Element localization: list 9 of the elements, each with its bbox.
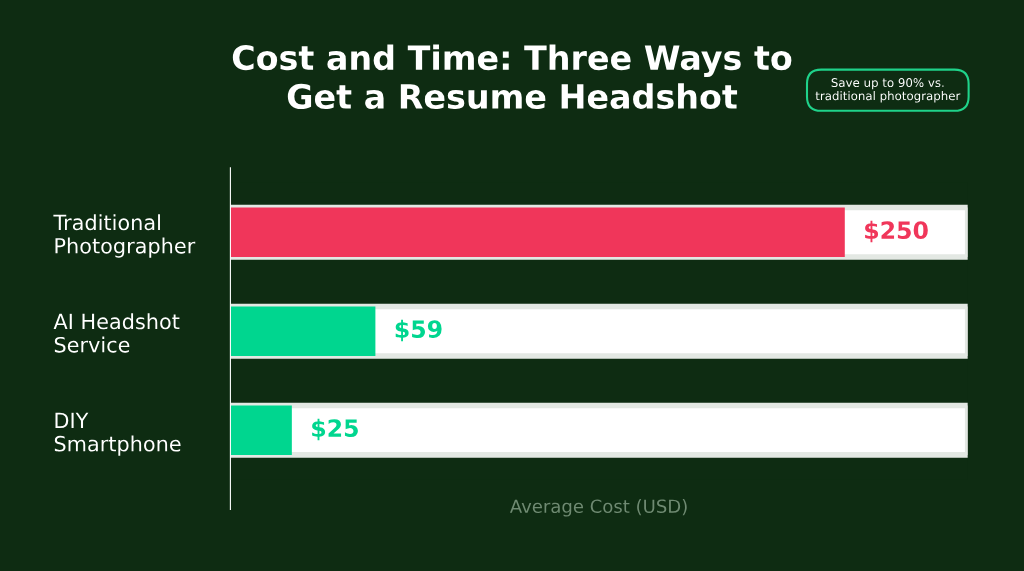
data-label: $59 bbox=[395, 319, 442, 342]
text: Save up to 90% vs. traditional photographer bbox=[815, 78, 961, 103]
data-label: $25 bbox=[312, 418, 358, 441]
chart-title: Cost and Time: Three Ways to Get a Resume Headshot bbox=[232, 44, 792, 110]
y-tick-label: DIY Smartphone bbox=[54, 412, 181, 456]
data-label: $250 bbox=[865, 220, 928, 243]
y-tick-label: AI Headshot Service bbox=[53, 313, 180, 353]
y-tick-label: Traditional Photographer bbox=[53, 214, 196, 258]
x-axis-title: Average Cost (USD) bbox=[509, 499, 687, 517]
